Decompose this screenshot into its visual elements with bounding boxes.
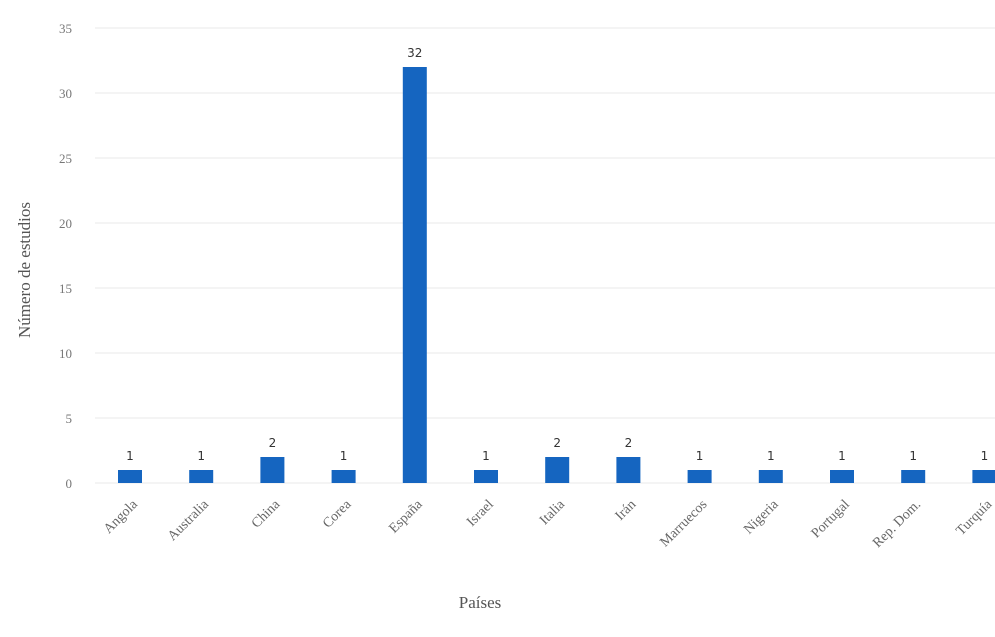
x-tick-label: Turquía	[954, 497, 995, 539]
x-tick-label: Portugal	[809, 497, 853, 541]
data-label: 2	[625, 436, 633, 450]
data-label: 1	[909, 449, 917, 463]
bar-angola	[118, 470, 142, 483]
data-label: 1	[482, 449, 490, 463]
y-axis-title: Número de estudios	[15, 202, 34, 338]
x-tick-label: Corea	[320, 497, 355, 532]
bar-marruecos	[687, 470, 712, 483]
y-tick-label: 15	[59, 281, 72, 296]
y-tick-label: 0	[66, 476, 73, 491]
data-label: 1	[126, 449, 134, 463]
data-labels: 1 1 2 1 32 1 2 2 1 1 1 1 1	[126, 46, 988, 463]
data-label: 1	[197, 449, 205, 463]
bar-irán	[616, 457, 641, 483]
bar-turquía	[972, 470, 995, 483]
bars	[118, 67, 995, 483]
data-label: 1	[767, 449, 775, 463]
y-tick-label: 20	[59, 216, 72, 231]
y-tick-label: 35	[59, 21, 72, 36]
bar-italia	[545, 457, 570, 483]
bar-nigeria	[758, 470, 783, 483]
y-tick-label: 5	[66, 411, 73, 426]
bar-rep-dom-	[901, 470, 926, 483]
bar-australia	[189, 470, 214, 483]
gridlines	[95, 27, 995, 484]
y-tick-label: 10	[59, 346, 72, 361]
y-tick-label: 30	[59, 86, 72, 101]
x-axis-ticks: Angola Australia China Corea España Israel Ita…	[101, 497, 995, 551]
data-label: 2	[553, 436, 561, 450]
x-tick-label: España	[386, 497, 426, 537]
x-tick-label: Angola	[101, 497, 141, 537]
bar-china	[260, 457, 285, 483]
x-tick-label: Irán	[613, 497, 640, 524]
data-label: 1	[981, 449, 989, 463]
data-label: 1	[696, 449, 704, 463]
data-label: 2	[269, 436, 277, 450]
bar-españa	[402, 67, 427, 483]
x-tick-label: Italia	[537, 497, 568, 528]
bar-israel	[474, 470, 498, 483]
x-tick-label: Rep. Dom.	[870, 497, 924, 551]
x-axis-title: Países	[459, 593, 502, 612]
bar-portugal	[830, 470, 854, 483]
bar-corea	[331, 470, 356, 483]
y-axis-ticks: 0 5 10 15 20 25 30 35	[59, 21, 72, 491]
x-tick-label: China	[249, 497, 284, 532]
data-label: 1	[340, 449, 348, 463]
x-tick-label: Israel	[464, 497, 497, 530]
x-tick-label: Nigeria	[741, 497, 782, 538]
x-tick-label: Australia	[165, 497, 212, 544]
data-label: 1	[838, 449, 846, 463]
x-tick-label: Marruecos	[657, 497, 710, 550]
data-label: 32	[407, 46, 422, 60]
y-tick-label: 25	[59, 151, 72, 166]
